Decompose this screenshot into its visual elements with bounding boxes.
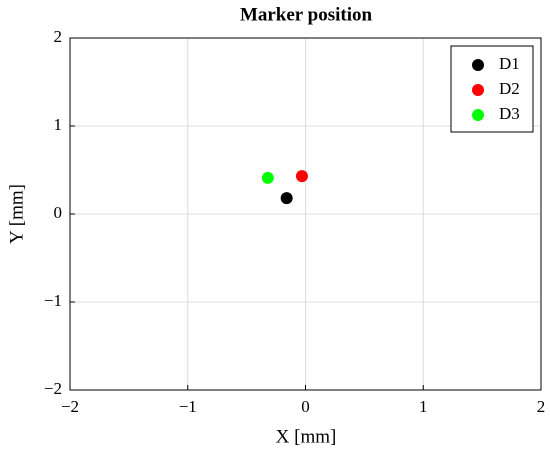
x-tick-label: −1 [179, 397, 197, 416]
legend-box [450, 45, 534, 133]
point [280, 192, 293, 205]
y-tick-label: −2 [44, 379, 62, 398]
legend-label: D2 [499, 79, 520, 98]
legend-marker [472, 84, 484, 96]
x-tick-label: 0 [301, 397, 310, 416]
point [261, 171, 274, 184]
y-tick-label: 2 [54, 27, 63, 46]
legend-marker [472, 109, 484, 121]
x-axis-label: X [mm] [276, 426, 337, 447]
y-tick-label: 1 [54, 115, 63, 134]
y-tick-label: 0 [54, 203, 63, 222]
point [295, 170, 308, 183]
y-tick-label: −1 [44, 291, 62, 310]
x-tick-label: 1 [419, 397, 428, 416]
legend-label: D1 [499, 54, 520, 73]
legend-label: D3 [499, 104, 520, 123]
x-tick-label: 2 [537, 397, 546, 416]
y-axis-label: Y [mm] [6, 184, 27, 244]
legend-marker [472, 59, 484, 71]
x-tick-label: −2 [61, 397, 79, 416]
plot-frame [69, 37, 542, 391]
chart-title: Marker position [240, 4, 373, 25]
